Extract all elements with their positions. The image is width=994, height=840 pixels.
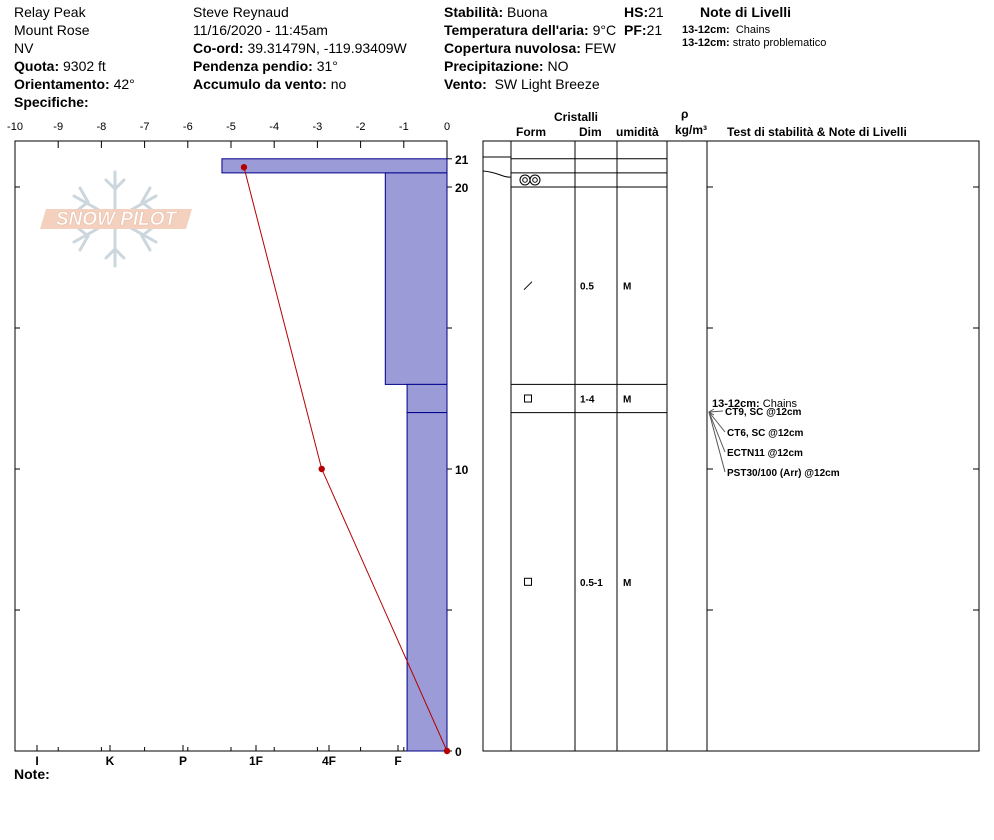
specifics: Specifiche:	[14, 94, 89, 110]
snowpilot-watermark: SNOW PILOT	[40, 170, 192, 268]
temp-tick-label: 0	[444, 121, 450, 133]
state-name: NV	[14, 40, 34, 56]
height-axis: 21 20 10 0	[15, 153, 469, 759]
test-result: PST30/100 (Arr) @12cm	[727, 468, 840, 479]
layer-note-2: 13-12cm: strato problematico	[682, 37, 827, 49]
hardness-tick-label: I	[35, 754, 38, 768]
hardness-tick-label: F	[394, 754, 401, 768]
air-temperature: Temperatura dell'aria: 9°C	[444, 22, 617, 38]
observer: Steve Reynaud	[193, 4, 289, 20]
pit-depth: PF:21	[624, 22, 663, 38]
temp-tick-label: -2	[356, 121, 366, 133]
hardness-bar	[406, 412, 448, 752]
moisture-header: umidità	[616, 125, 659, 139]
test-arrow-icon	[708, 408, 715, 416]
grain-size: 0.5	[580, 282, 594, 293]
aspect: Orientamento: 42°	[14, 76, 135, 92]
hardness-tick-label: 4F	[322, 754, 336, 768]
layer-connector	[482, 170, 512, 178]
moisture-value: M	[623, 395, 631, 406]
temp-tick-label: -6	[183, 121, 193, 133]
test-result: CT6, SC @12cm	[727, 428, 804, 439]
temp-tick-label: -4	[269, 121, 279, 133]
faceted-crystal-icon	[524, 577, 532, 586]
moisture-value: M	[623, 282, 631, 293]
area-name: Mount Rose	[14, 22, 90, 38]
density-unit: kg/m³	[675, 123, 708, 137]
wind-loading: Accumulo da vento: no	[193, 76, 347, 92]
coordinates: Co-ord: 39.31479N, -119.93409W	[193, 40, 407, 56]
precipitation: Precipitazione: NO	[444, 58, 569, 74]
test-header: 13-12cm: Chains	[712, 398, 798, 410]
test-leader-line	[708, 411, 726, 453]
layer-table-cells: 0.5 M 1-4 M 0.5-1 M	[519, 174, 631, 589]
temperature-point	[240, 164, 248, 171]
temp-tick-label: -7	[140, 121, 150, 133]
graupel-icon-inner	[532, 177, 538, 183]
temperature-profile	[240, 164, 451, 755]
hardness-profile	[221, 158, 448, 752]
test-result: CT9, SC @12cm	[725, 407, 802, 418]
temp-tick-label: -3	[313, 121, 323, 133]
temp-tick-label: -9	[53, 121, 63, 133]
plot-frame	[14, 140, 448, 752]
cloud-cover: Copertura nuvolosa: FEW	[444, 40, 616, 56]
tests-header: Test di stabilità & Note di Livelli	[727, 125, 907, 139]
graupel-icon-inner	[522, 177, 528, 183]
hardness-bar	[384, 172, 448, 385]
layer-note-1: 13-12cm: Chains	[682, 24, 771, 36]
test-leader-line	[708, 411, 726, 433]
graupel-icon	[529, 174, 541, 186]
temp-tick-label: -5	[226, 121, 236, 133]
hardness-bar	[406, 383, 448, 414]
slope-angle: Pendenza pendio: 31°	[193, 58, 338, 74]
test-leader-line	[708, 410, 724, 413]
hardness-tick-label: 1F	[249, 754, 263, 768]
form-header: Form	[516, 125, 546, 139]
layer-table-frame	[482, 140, 980, 752]
faceted-crystal-icon	[524, 394, 532, 403]
temperature-point	[318, 465, 325, 473]
layer-notes-title: Note di Livelli	[700, 4, 792, 20]
snow-height: HS:21	[624, 4, 664, 20]
stability: Stabilità: Buona	[444, 4, 548, 20]
elevation: Quota: 9302 ft	[14, 58, 106, 74]
wind: Vento: SW Light Breeze	[444, 76, 600, 92]
hardness-bar	[221, 158, 448, 174]
height-tick-label: 20	[455, 181, 469, 195]
crystals-header: Cristalli	[554, 110, 599, 124]
notes-label: Note:	[14, 766, 50, 782]
datetime: 11/16/2020 - 11:45am	[193, 22, 328, 38]
height-tick-label: 10	[455, 463, 469, 477]
graupel-icon	[519, 174, 531, 186]
size-header: Dim	[579, 125, 602, 139]
layer-table-grid	[482, 141, 979, 752]
hardness-tick-label: P	[179, 754, 187, 768]
temp-tick-label: -10	[7, 121, 23, 133]
temperature-point	[443, 747, 451, 755]
hardness-tick-label: K	[106, 754, 115, 768]
temperature-axis: -10 -9 -8 -7 -6 -5 -4 -3 -2 -1 0	[7, 121, 450, 148]
grain-size: 0.5-1	[580, 578, 603, 589]
test-result: ECTN11 @12cm	[727, 448, 803, 459]
height-tick-label: 0	[455, 745, 462, 759]
moisture-value: M	[623, 578, 631, 589]
test-leader-line	[708, 411, 726, 473]
density-symbol: ρ	[681, 107, 689, 121]
precipitation-particle-icon	[523, 281, 533, 291]
temp-tick-label: -8	[97, 121, 107, 133]
temp-tick-label: -1	[399, 121, 409, 133]
hardness-axis: I K P 1F 4F F	[14, 745, 448, 768]
watermark-text: SNOW PILOT	[56, 209, 178, 230]
grain-size: 1-4	[580, 395, 595, 406]
height-tick-label: 21	[455, 153, 469, 167]
location-name: Relay Peak	[14, 4, 86, 20]
